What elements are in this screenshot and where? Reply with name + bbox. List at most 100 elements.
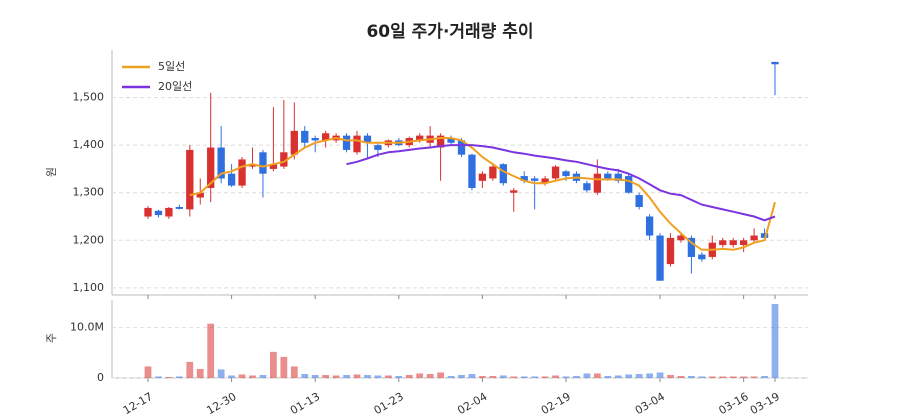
volume-bar (729, 376, 737, 378)
candle-body (363, 135, 372, 143)
candle-body (698, 254, 706, 260)
volume-bar (343, 374, 350, 378)
volume-bar (290, 366, 298, 378)
candle-body (165, 207, 173, 217)
candle-body (217, 147, 225, 179)
volume-bar (531, 376, 539, 378)
candle-body (207, 147, 215, 188)
volume-bar (761, 375, 768, 378)
volume-bar (458, 374, 465, 378)
y-tick-label: 1,200 (73, 233, 105, 246)
volume-bar (614, 375, 622, 378)
legend-label: 20일선 (158, 79, 192, 93)
x-tick-label: 12-17 (121, 390, 155, 417)
volume-bar (520, 376, 528, 378)
candle-body (248, 164, 257, 167)
volume-bar (186, 361, 194, 378)
candle-body (144, 207, 152, 217)
volume-bar (280, 356, 288, 378)
candle-body (374, 145, 382, 150)
volume-bar (165, 376, 173, 378)
candle-body (739, 240, 748, 246)
candle-body (562, 171, 570, 177)
candle-body (551, 166, 560, 179)
volume-bar (740, 376, 748, 378)
candle-body (447, 138, 455, 143)
candle-body (301, 130, 309, 143)
volume-bar (677, 375, 685, 378)
volume-bar (384, 375, 392, 378)
y-tick-label: 10.0M (70, 321, 104, 334)
x-tick-label: 01-23 (372, 390, 406, 417)
candle-body (614, 173, 622, 181)
volume-bar (552, 375, 559, 378)
candle-body (541, 178, 549, 184)
candle-body (530, 178, 539, 181)
x-tick-label: 03-19 (748, 390, 782, 417)
volume-bar (468, 373, 476, 378)
candle-body (677, 235, 685, 241)
volume-bar (270, 351, 277, 378)
volume-bar (625, 374, 633, 378)
candle-body (468, 154, 476, 188)
y-tick-label: 1,100 (73, 281, 105, 294)
volume-bar (698, 376, 706, 378)
candle-body (311, 138, 319, 141)
x-tick-label: 02-19 (539, 390, 573, 417)
volume-bar (479, 375, 486, 378)
candle-body (416, 135, 424, 141)
volume-bar (405, 374, 413, 378)
volume-bar (499, 375, 507, 378)
x-tick-label: 03-04 (633, 390, 667, 417)
volume-bar (583, 373, 591, 378)
volume-bar (426, 373, 434, 378)
candle-body (593, 173, 602, 193)
candle-body (154, 210, 163, 216)
chart-title: 60일 주가·거래량 추이 (366, 22, 533, 42)
candle-body (666, 237, 675, 265)
x-tick-label: 02-04 (455, 390, 489, 417)
volume-bar (708, 376, 716, 378)
candle-body (478, 173, 487, 181)
candle-body (321, 133, 330, 141)
candle-body (342, 135, 351, 150)
candle-body (280, 152, 288, 167)
volume-bar (364, 374, 371, 378)
volume-bar (238, 374, 246, 378)
y-axis-label: 원 (45, 167, 58, 177)
volume-bar (750, 376, 758, 378)
volume-bar (437, 372, 444, 378)
volume-bar (656, 372, 664, 378)
candle-body (186, 149, 194, 210)
volume-bar (646, 373, 653, 378)
volume-bar (395, 375, 403, 378)
candle-body (227, 173, 236, 186)
y-tick-label: 1,400 (73, 138, 105, 151)
x-tick-label: 03-16 (716, 390, 750, 417)
ma-line (346, 144, 776, 222)
candle-body (729, 240, 737, 246)
volume-bar (155, 376, 162, 378)
volume-bar (175, 376, 183, 378)
candle-body (457, 140, 466, 155)
volume-bar (217, 369, 225, 378)
candle-body (645, 216, 654, 236)
volume-bar (416, 373, 424, 378)
volume-bar (510, 376, 518, 378)
volume-bar (447, 375, 455, 378)
candle-body (175, 206, 184, 209)
candle-body (625, 176, 633, 193)
x-tick-label: 12-30 (204, 390, 238, 417)
candle-body (719, 240, 727, 246)
volume-bar (196, 368, 204, 378)
candle-body (520, 176, 528, 181)
volume-bar (259, 374, 267, 378)
volume-bar (719, 376, 727, 378)
volume-bar (353, 374, 361, 378)
candle-body (290, 130, 298, 155)
candle-body (489, 166, 497, 179)
candle-body (499, 164, 507, 184)
volume-bar (562, 376, 570, 378)
legend-label: 5일선 (158, 59, 185, 73)
